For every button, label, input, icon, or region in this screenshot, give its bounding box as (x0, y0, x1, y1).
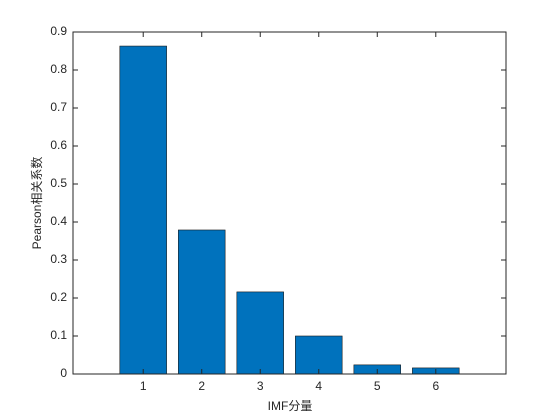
bar (236, 291, 284, 375)
x-tick-label: 4 (315, 379, 322, 393)
bar (178, 229, 226, 375)
y-axis-label: Pearson相关系数 (29, 157, 44, 250)
y-tick-label: 0.3 (50, 252, 67, 266)
y-tick-label: 0.7 (50, 100, 67, 114)
y-tick-label: 0.6 (50, 138, 67, 152)
y-tick-label: 0.4 (50, 214, 67, 228)
x-tick-label: 6 (432, 379, 439, 393)
y-tick-label: 0.8 (50, 62, 67, 76)
x-tick-label: 1 (140, 379, 147, 393)
x-axis-label: IMF分量 (268, 399, 313, 413)
y-tick-label: 0.9 (50, 24, 67, 38)
y-tick-label: 0.5 (50, 176, 67, 190)
x-tick-label: 5 (374, 379, 381, 393)
axes-box (72, 31, 507, 375)
bar (119, 45, 167, 375)
y-tick-label: 0 (60, 366, 67, 380)
x-tick-label: 3 (257, 379, 264, 393)
x-tick-label: 2 (198, 379, 205, 393)
bar (295, 335, 343, 375)
y-tick-label: 0.2 (50, 290, 67, 304)
y-tick-label: 0.1 (50, 328, 67, 342)
